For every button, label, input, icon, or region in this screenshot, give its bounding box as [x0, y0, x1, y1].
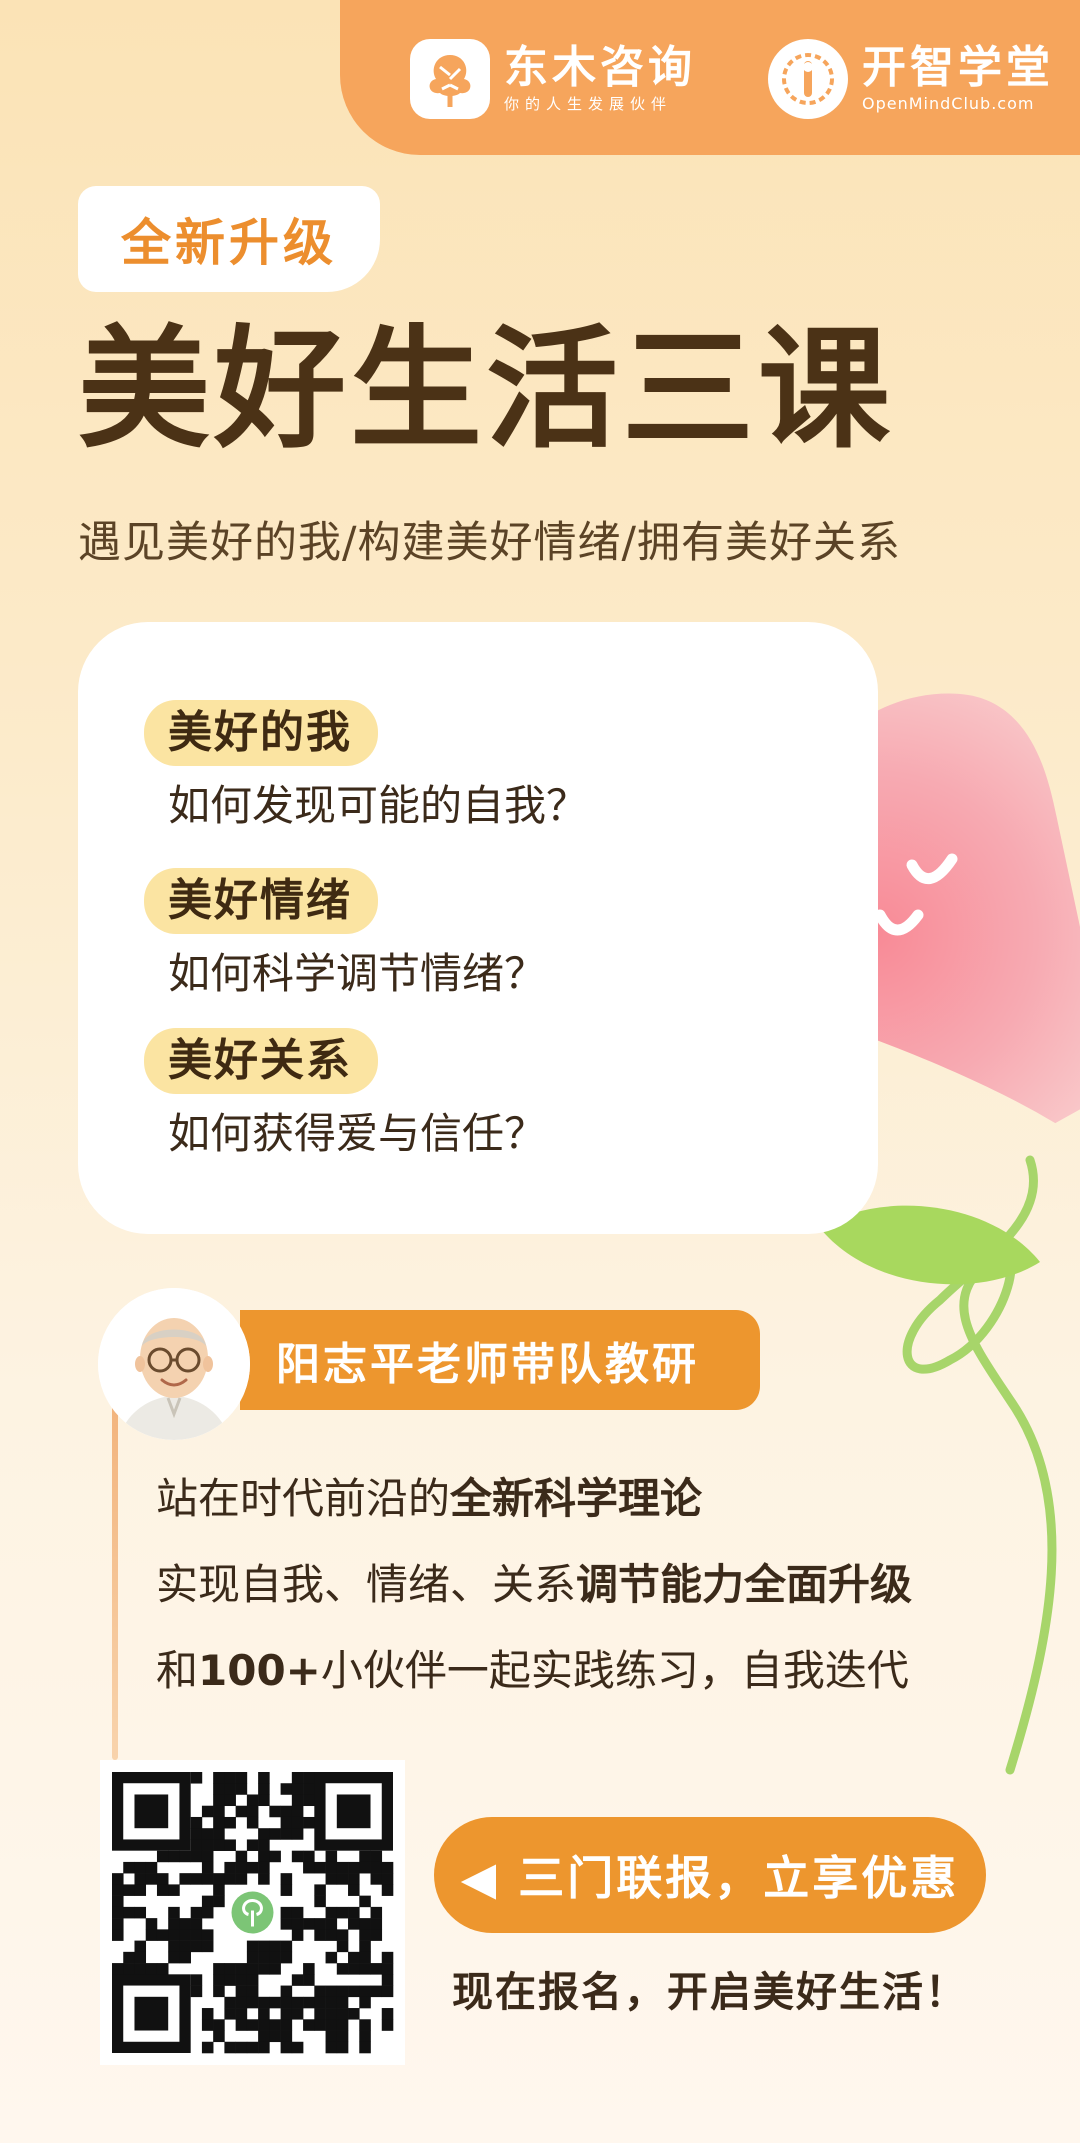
page-subtitle: 遇见美好的我/构建美好情绪/拥有美好关系 — [78, 518, 901, 568]
topic-label: 美好关系 — [144, 1028, 378, 1094]
feature-line: 站在时代前沿的全新科学理论 — [156, 1474, 703, 1523]
header-brand-bar: 东木咨询 你的人生发展伙伴 开智学堂 OpenMindClub.com — [340, 0, 1080, 155]
topic-question: 如何发现可能的自我？ — [168, 781, 589, 830]
upgrade-badge: 全新升级 — [78, 186, 380, 292]
enroll-note: 现在报名，开启美好生活！ — [452, 1968, 968, 2016]
brand-dongmu-tagline: 你的人生发展伙伴 — [504, 95, 673, 113]
topic-item-self: 美好的我 如何发现可能的自我？ — [144, 700, 588, 833]
timeline-divider — [112, 1380, 118, 1760]
brand-openmind-tagline: OpenMindClub.com — [862, 94, 1035, 113]
tree-icon — [410, 39, 490, 119]
brand-dongmu[interactable]: 东木咨询 你的人生发展伙伴 — [410, 34, 696, 124]
topic-question: 如何获得爱与信任？ — [168, 1109, 547, 1158]
brand-dongmu-name: 东木咨询 — [504, 42, 696, 93]
feature-line: 和100+小伙伴一起实践练习，自我迭代 — [156, 1646, 909, 1695]
teacher-banner: 阳志平老师带队教研 — [240, 1310, 760, 1410]
topic-item-relation: 美好关系 如何获得爱与信任？ — [144, 1028, 546, 1161]
brand-openmind[interactable]: 开智学堂 OpenMindClub.com — [768, 34, 1054, 124]
feature-list: 站在时代前沿的全新科学理论 实现自我、情绪、关系调节能力全面升级 和100+小伙… — [156, 1468, 912, 1726]
feature-line: 实现自我、情绪、关系调节能力全面升级 — [156, 1560, 913, 1609]
topics-card: 美好的我 如何发现可能的自我？ 美好情绪 如何科学调节情绪？ 美好关系 如何获得… — [78, 622, 878, 1234]
teacher-avatar-icon — [98, 1288, 250, 1440]
topic-label: 美好情绪 — [144, 868, 378, 934]
topic-item-emotion: 美好情绪 如何科学调节情绪？ — [144, 868, 546, 1001]
topic-label: 美好的我 — [144, 700, 378, 766]
mind-icon — [768, 39, 848, 119]
qr-code[interactable] — [100, 1760, 405, 2065]
enroll-button[interactable]: ◀ 三门联报，立享优惠 — [434, 1817, 986, 1933]
brand-openmind-name: 开智学堂 — [862, 42, 1054, 93]
topic-question: 如何科学调节情绪？ — [168, 949, 547, 998]
page-title: 美好生活三课 — [78, 312, 894, 467]
